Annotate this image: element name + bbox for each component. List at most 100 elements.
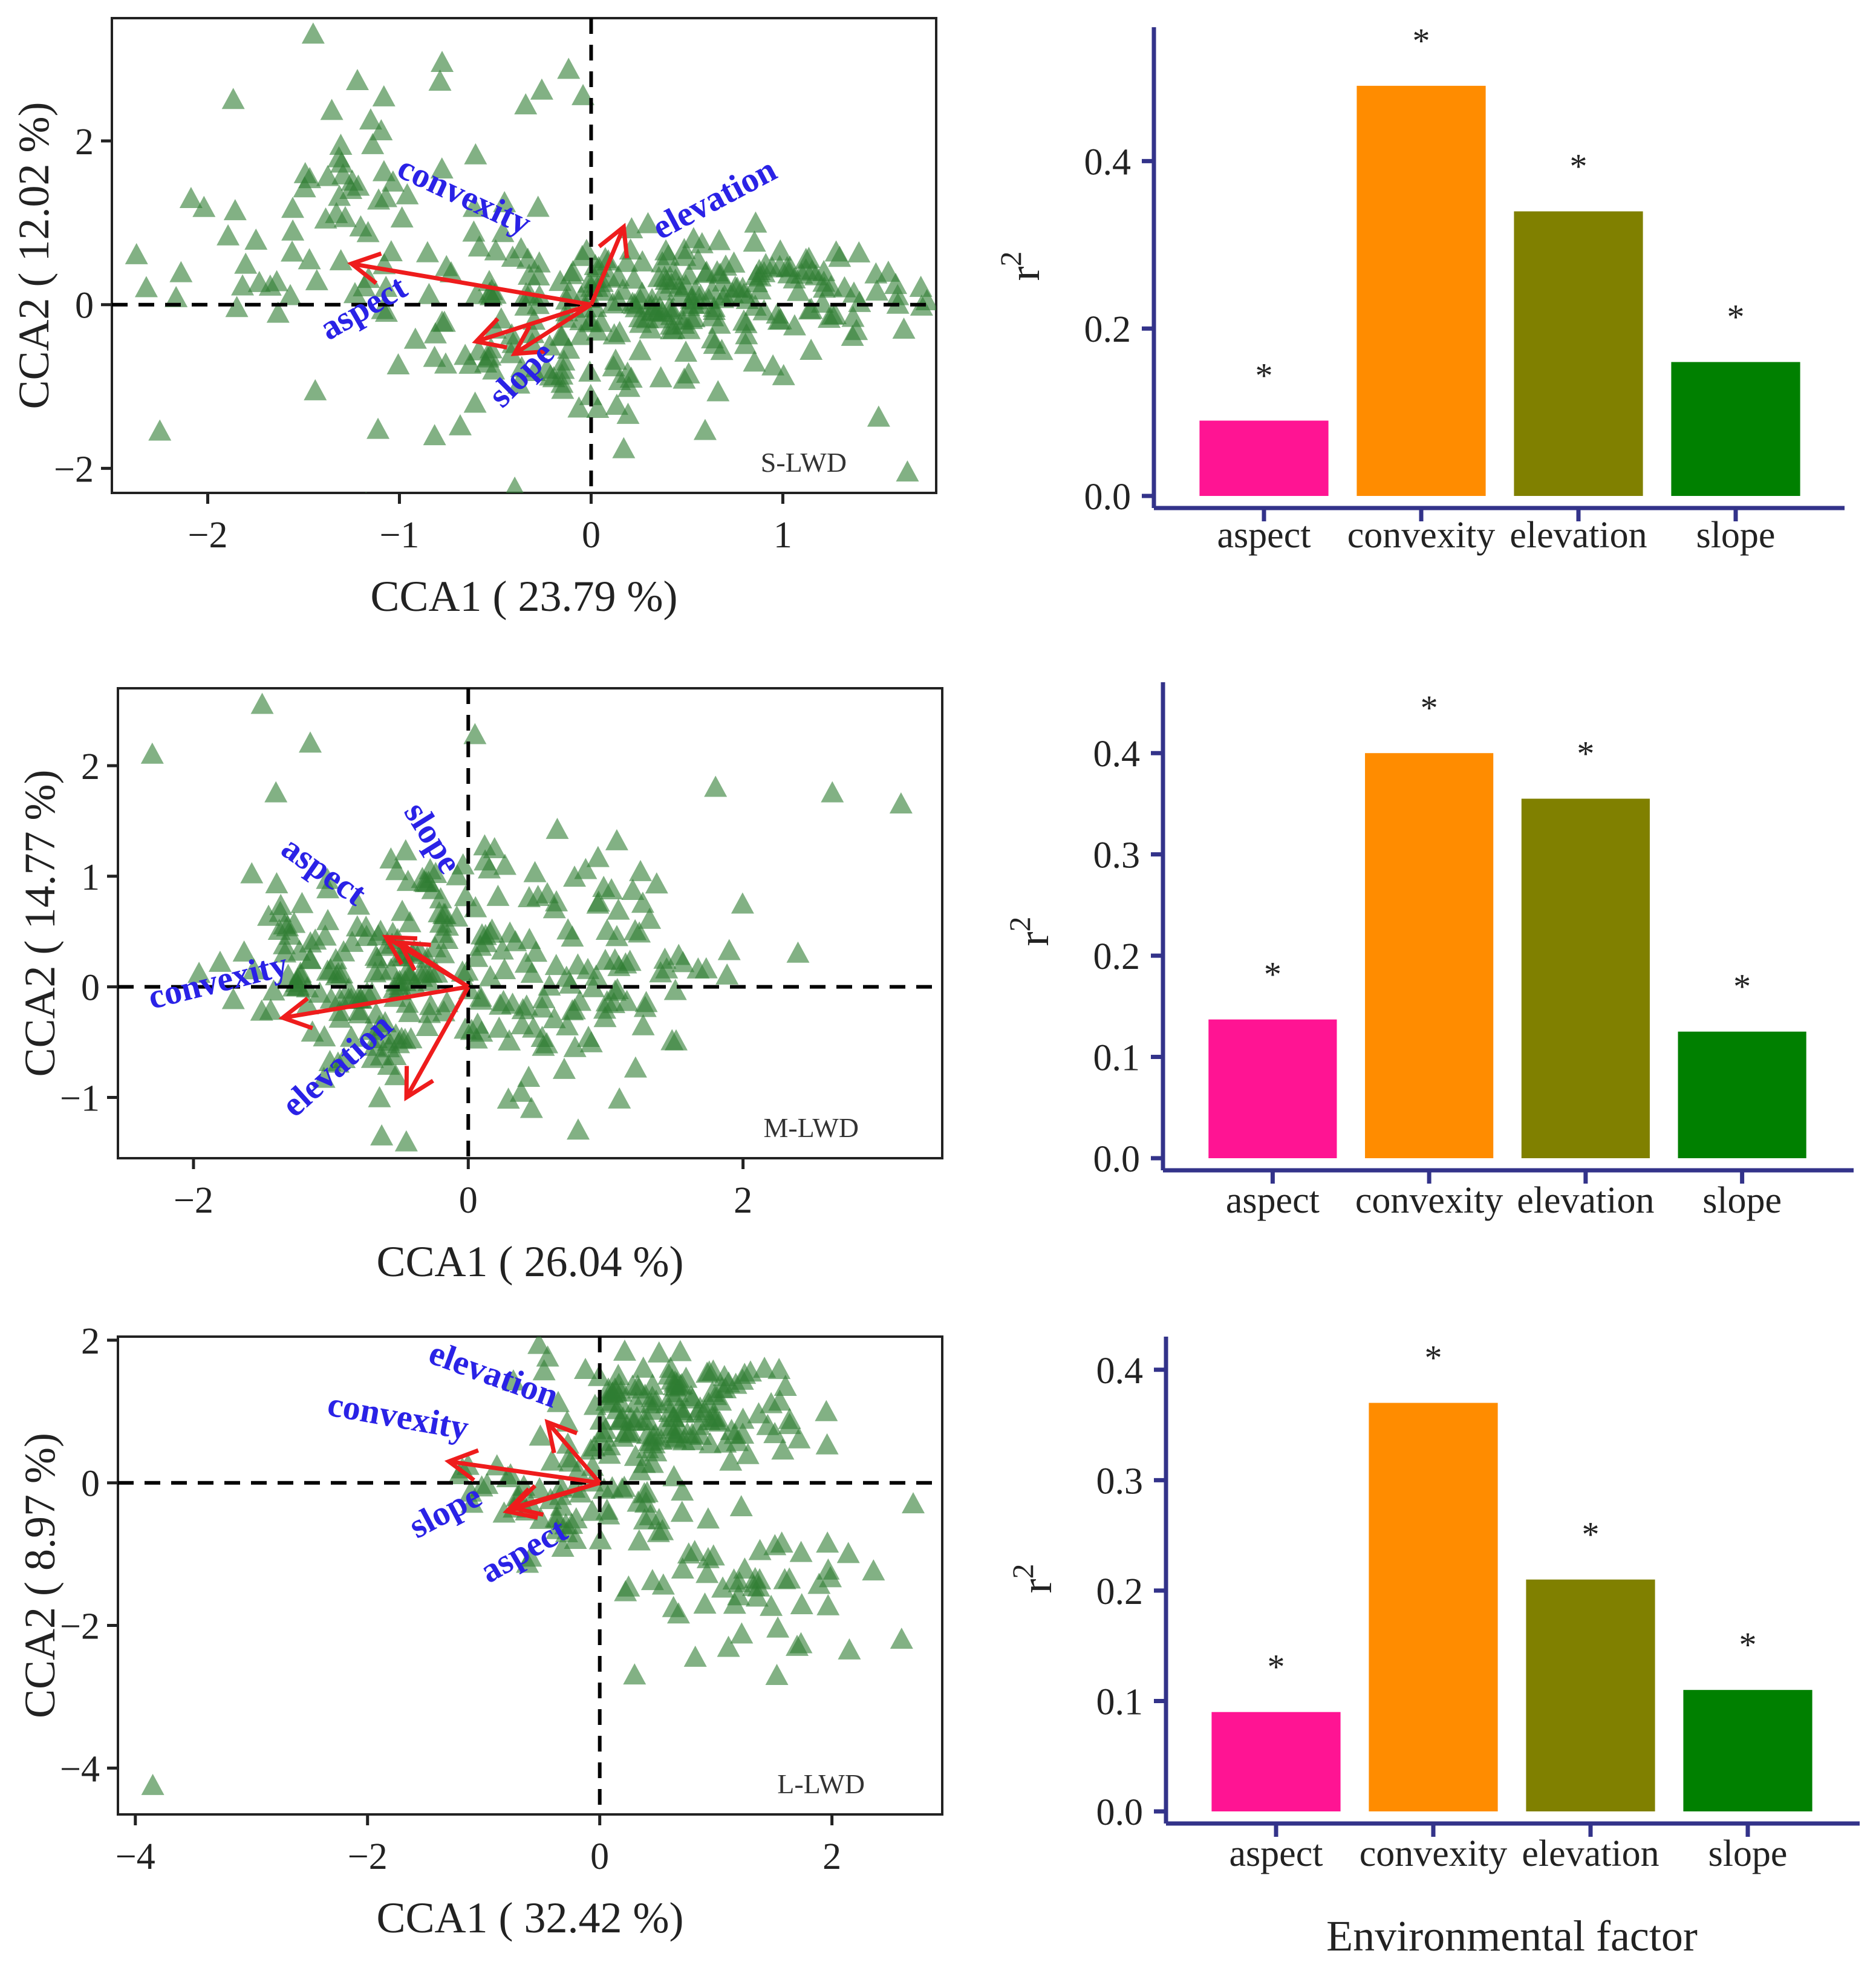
site-point	[345, 68, 369, 90]
x-tick-label-convexity: convexity	[1360, 1833, 1508, 1874]
site-point	[683, 1645, 707, 1667]
site-point	[686, 248, 710, 270]
site-point	[465, 945, 489, 967]
vector-elevation	[589, 226, 626, 306]
site-point	[663, 979, 687, 1000]
site-point	[225, 296, 249, 318]
site-point	[629, 311, 653, 333]
vector-aspect	[506, 1481, 601, 1514]
site-point	[695, 1361, 719, 1383]
site-point	[636, 212, 660, 233]
site-point	[599, 1391, 623, 1413]
bar-elevation	[1521, 798, 1650, 1158]
vector-head-slope	[510, 325, 546, 356]
site-point	[624, 1444, 647, 1466]
site-point	[671, 1479, 694, 1501]
site-point	[647, 1508, 671, 1530]
site-point	[192, 195, 216, 217]
site-point	[586, 846, 610, 867]
site-point	[348, 1002, 371, 1023]
y-tick-label: 2	[81, 746, 100, 787]
site-point	[529, 1507, 553, 1529]
y-tick-label: 2	[75, 122, 94, 163]
bar-convexity	[1369, 1403, 1498, 1811]
site-point	[841, 305, 865, 327]
site-point	[320, 99, 344, 120]
site-point	[628, 1459, 652, 1481]
site-point	[668, 1340, 692, 1361]
significance-star: *	[1425, 1338, 1442, 1378]
vector-head-convexity	[347, 251, 382, 285]
y-axis-title-superscript: 2	[1006, 1564, 1040, 1579]
site-point	[265, 872, 288, 893]
site-point	[517, 1066, 541, 1087]
site-point	[516, 1551, 539, 1573]
site-point	[582, 976, 605, 997]
site-point	[592, 1478, 616, 1499]
y-tick-label: 0.4	[1093, 734, 1141, 775]
site-point	[169, 261, 193, 282]
site-point	[506, 476, 524, 493]
site-point	[743, 350, 766, 372]
y-tick-label: 0.2	[1093, 936, 1141, 977]
site-point	[848, 290, 871, 312]
site-point	[605, 925, 628, 947]
site-point	[290, 891, 314, 913]
site-point	[711, 1576, 735, 1598]
site-point	[722, 251, 746, 273]
site-point	[552, 1057, 576, 1079]
site-point	[677, 362, 700, 383]
site-point	[608, 1087, 631, 1109]
site-point	[374, 186, 398, 207]
site-point	[720, 1418, 743, 1440]
site-point	[509, 237, 533, 259]
site-point	[593, 247, 617, 269]
scatter-panel-L-LWD: −4 −2 0 2 −4 −2 0 2 CCA1 ( 32.42 %) CCA2 ( 8.97 %…	[16, 1321, 943, 1942]
panel-tag: M-LWD	[763, 1112, 859, 1143]
significance-star: *	[1413, 21, 1430, 60]
site-point	[423, 345, 446, 367]
site-point	[221, 988, 245, 1009]
site-point	[660, 1029, 684, 1051]
site-point	[693, 419, 717, 440]
site-point	[381, 170, 405, 192]
vector-head-elevation	[404, 1066, 434, 1101]
site-point	[259, 999, 282, 1020]
site-point	[314, 207, 337, 229]
site-point	[653, 266, 676, 287]
x-tick-label-convexity: convexity	[1347, 515, 1496, 556]
y-tick-label: 1	[81, 857, 100, 898]
vector-convexity	[448, 1459, 601, 1485]
site-point	[510, 356, 533, 377]
site-point	[665, 1421, 689, 1443]
site-point	[276, 963, 300, 985]
site-point	[734, 311, 758, 333]
vector-head-aspect	[503, 1487, 538, 1520]
site-point	[140, 742, 164, 764]
site-point	[747, 1402, 770, 1424]
site-point	[640, 1569, 664, 1591]
x-tick-label: −4	[116, 1836, 155, 1877]
site-point	[462, 220, 486, 242]
site-point	[771, 1438, 795, 1460]
y-tick-label: −2	[60, 1606, 100, 1647]
site-point	[701, 1406, 725, 1427]
site-point	[731, 276, 755, 298]
x-tick-label-slope: slope	[1708, 1833, 1788, 1874]
site-point	[748, 1568, 772, 1589]
x-axis-title: CCA1 ( 32.42 %)	[377, 1894, 684, 1942]
significance-star: *	[1727, 298, 1745, 337]
site-point	[134, 276, 158, 298]
site-point	[602, 323, 626, 345]
site-point	[704, 775, 728, 797]
site-point	[223, 199, 247, 221]
site-point	[787, 1427, 811, 1449]
y-axis-title: CCA2 ( 14.77 %)	[16, 770, 64, 1077]
site-point	[446, 864, 469, 885]
site-point	[761, 354, 785, 376]
site-point	[340, 930, 364, 952]
site-point	[786, 941, 810, 963]
site-point	[509, 1080, 533, 1102]
site-point	[754, 253, 778, 275]
vector-elevation	[404, 985, 471, 1099]
